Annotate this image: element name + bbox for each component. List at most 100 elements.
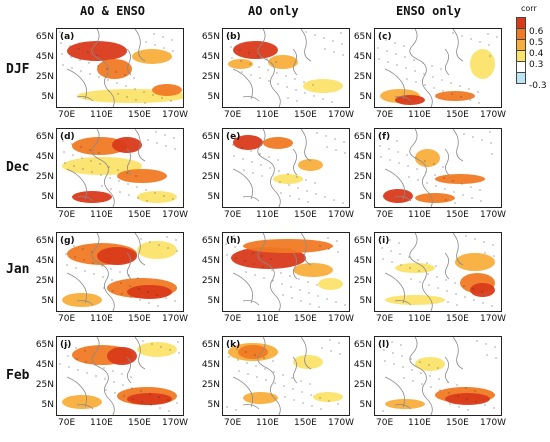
correlation-region [318, 278, 343, 290]
lat-tick-label: 65N [35, 132, 54, 142]
map-panel-djf-ao-enso: (a) [56, 28, 184, 108]
correlation-region [62, 293, 102, 307]
coastline [232, 129, 312, 207]
correlation-region [383, 189, 413, 203]
correlation-region [243, 239, 333, 253]
correlation-region [233, 41, 278, 59]
coastline [66, 129, 146, 207]
correlation-map [59, 337, 180, 415]
coastline [384, 129, 464, 207]
correlation-region [385, 295, 445, 305]
lat-tick-label: 5N [207, 296, 220, 306]
map-panel-dec-enso-only: (f) [374, 128, 502, 208]
lat-tick-label: 25N [35, 276, 54, 286]
lon-tick-label: 110E [90, 314, 113, 324]
lon-tick-label: 70E [224, 210, 242, 220]
lon-tick-label: 150E [294, 110, 317, 120]
coastline [66, 29, 146, 107]
colorbar-swatch [516, 72, 526, 84]
map-panel-feb-ao-enso: (j) [56, 336, 184, 416]
lon-tick-label: 150E [128, 210, 151, 220]
lon-tick-label: 170W [328, 210, 355, 220]
correlation-map [62, 129, 177, 207]
lon-tick-label: 170W [328, 314, 355, 324]
lon-tick-label: 110E [408, 210, 431, 220]
correlation-region [238, 345, 268, 359]
lat-tick-label: 45N [35, 256, 54, 266]
lon-tick-label: 150E [128, 110, 151, 120]
lon-tick-label: 110E [90, 418, 113, 428]
correlation-region [243, 392, 278, 404]
correlation-map [226, 337, 343, 415]
lon-tick-label: 170W [328, 418, 355, 428]
lon-tick-label: 170W [162, 210, 189, 220]
column-title-ao-only: AO only [248, 4, 299, 18]
lon-tick-label: 70E [376, 314, 394, 324]
row-title-dec: Dec [6, 160, 30, 175]
colorbar-title: corr [521, 4, 537, 13]
lat-tick-label: 5N [207, 192, 220, 202]
correlation-region [117, 169, 167, 183]
lat-tick-label: 45N [35, 52, 54, 62]
lon-tick-label: 150E [446, 210, 469, 220]
coastline [66, 233, 146, 311]
lon-tick-label: 110E [90, 210, 113, 220]
column-title-ao-enso: AO & ENSO [80, 4, 146, 18]
lon-tick-label: 150E [446, 418, 469, 428]
significance-stippling [226, 339, 341, 411]
significance-stippling [64, 236, 178, 307]
lat-tick-label: 45N [35, 360, 54, 370]
lat-tick-label: 25N [201, 380, 220, 390]
lat-tick-label: 65N [201, 236, 220, 246]
significance-stippling [62, 131, 176, 202]
map-panel-jan-enso-only: (i) [374, 232, 502, 312]
significance-stippling [225, 235, 346, 308]
lon-tick-label: 170W [328, 110, 355, 120]
panel-label: (h) [226, 236, 241, 246]
correlation-region [107, 347, 137, 365]
lat-tick-label: 45N [201, 256, 220, 266]
lon-tick-label: 110E [256, 210, 279, 220]
coastline [384, 29, 464, 107]
correlation-region [137, 191, 177, 203]
lon-tick-label: 110E [408, 314, 431, 324]
panel-label: (b) [226, 32, 241, 42]
lat-tick-label: 5N [359, 400, 372, 410]
correlation-region [298, 159, 323, 171]
lat-tick-label: 25N [201, 172, 220, 182]
lat-tick-label: 25N [353, 276, 372, 286]
lat-tick-label: 5N [41, 296, 54, 306]
correlation-region [268, 55, 298, 69]
correlation-map [380, 233, 495, 311]
map-panel-feb-ao-only: (k) [222, 336, 350, 416]
coastline [384, 337, 464, 415]
correlation-region [127, 285, 172, 299]
significance-stippling [380, 235, 495, 307]
panel-label: (g) [60, 236, 75, 246]
correlation-region [415, 193, 455, 203]
lat-tick-label: 25N [35, 172, 54, 182]
lon-tick-label: 150E [128, 418, 151, 428]
panel-label: (i) [378, 236, 390, 246]
coastline [232, 337, 312, 415]
lat-tick-label: 5N [41, 192, 54, 202]
correlation-map [228, 29, 344, 107]
lon-tick-label: 70E [58, 210, 76, 220]
lat-tick-label: 45N [35, 152, 54, 162]
map-panel-dec-ao-enso: (d) [56, 128, 184, 208]
lon-tick-label: 150E [294, 418, 317, 428]
correlation-map [59, 29, 183, 107]
lat-tick-label: 25N [35, 380, 54, 390]
lat-tick-label: 65N [201, 32, 220, 42]
correlation-map [377, 29, 498, 107]
coastline [232, 29, 312, 107]
correlation-region [62, 395, 102, 409]
panel-label: (k) [226, 340, 241, 350]
correlation-region [67, 41, 127, 61]
lon-tick-label: 110E [408, 110, 431, 120]
panel-label: (j) [60, 340, 72, 350]
lon-tick-label: 150E [446, 314, 469, 324]
lat-tick-label: 45N [201, 52, 220, 62]
lat-tick-label: 5N [207, 92, 220, 102]
lon-tick-label: 110E [256, 314, 279, 324]
